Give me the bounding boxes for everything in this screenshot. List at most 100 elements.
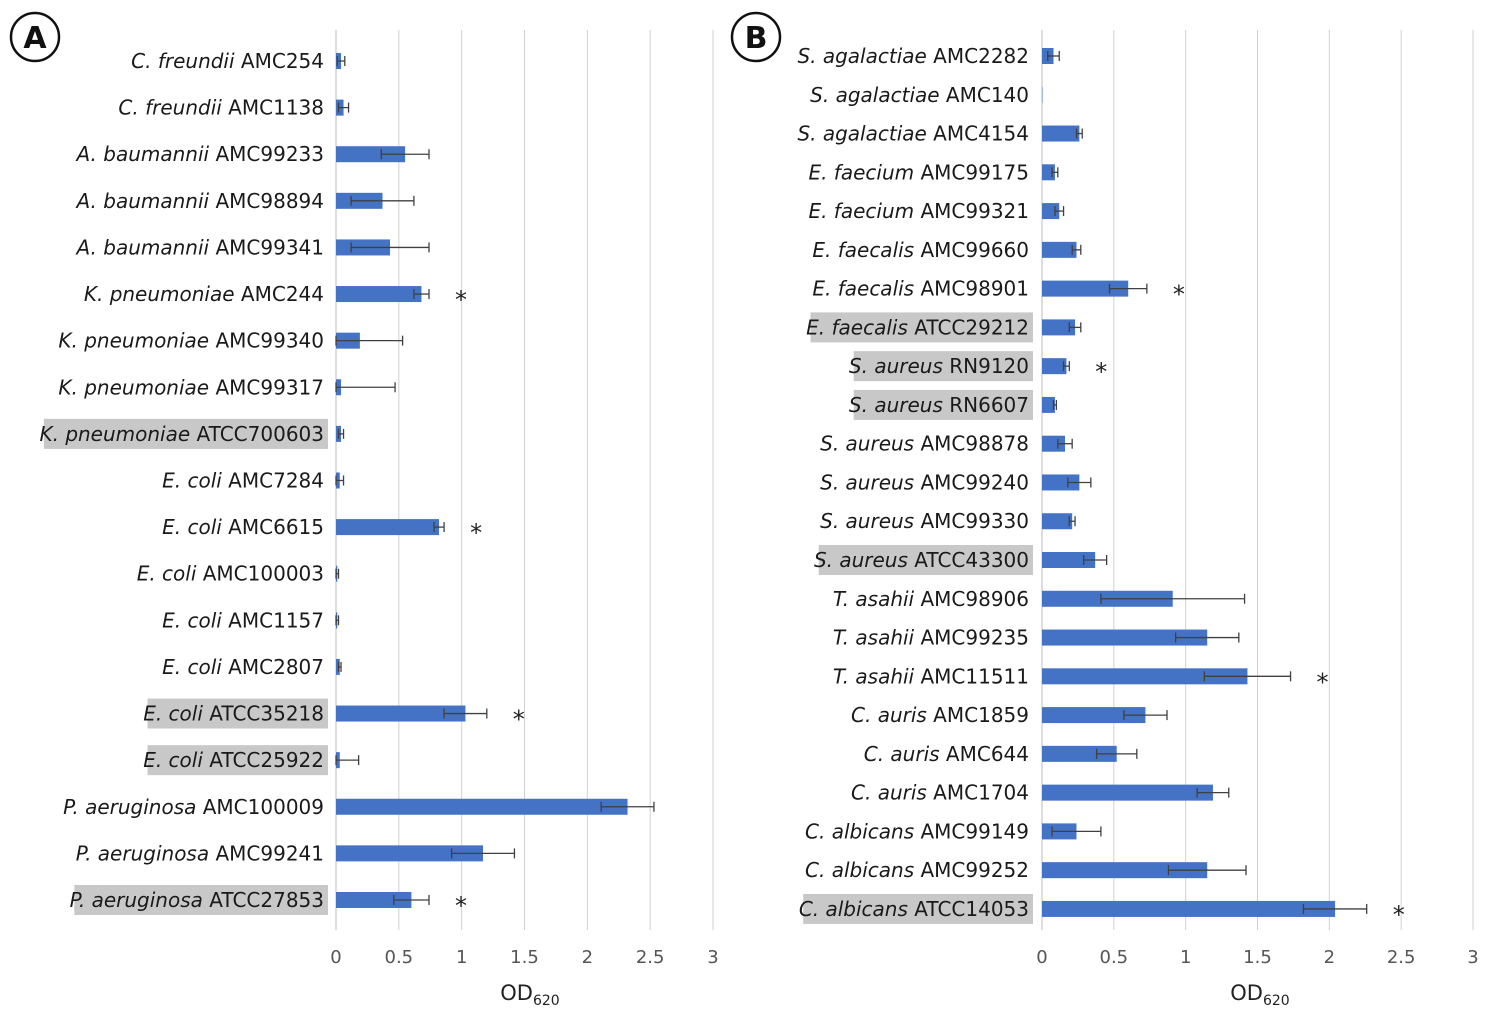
bar [1042, 629, 1208, 646]
bar [1042, 862, 1208, 879]
x-tick-label: 0.5 [1100, 947, 1129, 968]
significance-star: * [470, 519, 482, 547]
strain-label: A. baumannii AMC99233 [75, 142, 325, 166]
bar-row: E. faecium AMC99175 [808, 160, 1059, 184]
strain-label: E. coli AMC7284 [162, 468, 324, 492]
strain-label: C. auris AMC644 [864, 742, 1029, 766]
bar [1042, 474, 1080, 491]
strain-label: C. albicans AMC99149 [805, 819, 1029, 843]
x-tick-label: 3 [707, 947, 718, 968]
significance-star: * [1173, 281, 1185, 309]
panel-letter-circle [9, 11, 61, 63]
bar [1042, 513, 1073, 530]
bar-row: S. agalactiae AMC140 [810, 83, 1043, 107]
bar-row: E. faecalis ATCC29212 [806, 312, 1082, 343]
bar [1042, 707, 1146, 724]
bar-row: A. baumannii AMC99233 [75, 142, 430, 166]
bar-row: C. albicans ATCC14053 * [799, 893, 1405, 929]
bar [1042, 241, 1077, 258]
significance-star: * [513, 706, 525, 734]
strain-label: E. coli ATCC25922 [143, 748, 324, 772]
bar [1042, 668, 1248, 685]
bar [336, 286, 422, 303]
reference-strain-highlight [810, 312, 1033, 343]
strain-label: S. aureus RN9120 [849, 354, 1029, 378]
bar-row: T. asahii AMC11511 * [833, 664, 1329, 696]
reference-strain-highlight [803, 893, 1033, 924]
bar [1042, 358, 1067, 375]
panel-letter: B [745, 21, 768, 56]
bar-row: E. coli ATCC35218 * [143, 698, 525, 734]
strain-label: E. coli AMC1157 [162, 608, 324, 632]
bar-row: A. baumannii AMC98894 [75, 189, 415, 213]
reference-strain-highlight [853, 351, 1033, 382]
x-tick-label: 1.5 [1243, 947, 1272, 968]
strain-label: P. aeruginosa AMC99241 [76, 841, 324, 865]
bar-row: P. aeruginosa ATCC27853 * [70, 884, 467, 920]
strain-label: S. agalactiae AMC140 [810, 83, 1029, 107]
strain-label: E. coli AMC100003 [137, 562, 324, 586]
bar-row: A. baumannii AMC99341 [75, 235, 430, 259]
bar-row: E. coli ATCC25922 [143, 745, 360, 776]
strain-label: A. baumannii AMC98894 [75, 189, 325, 213]
strain-label: E. coli ATCC35218 [143, 702, 324, 726]
panel-letter-circle [730, 11, 782, 63]
significance-star: * [1317, 668, 1329, 696]
strain-label: C. freundii AMC1138 [118, 96, 324, 120]
x-axis-title: OD620 [1230, 981, 1289, 1009]
strain-label: E. faecium AMC99321 [808, 199, 1029, 223]
bar-row: E. coli AMC7284 [162, 468, 345, 492]
bar-row: K. pneumoniae AMC244 * [84, 282, 467, 314]
bar-row: E. coli AMC1157 [162, 608, 340, 632]
reference-strain-highlight [74, 884, 328, 915]
strain-label: K. pneumoniae AMC244 [84, 282, 324, 306]
strain-label: C. freundii AMC254 [131, 49, 324, 73]
strain-label: E. faecium AMC99175 [808, 160, 1029, 184]
bar-row: T. asahii AMC99235 [833, 626, 1240, 650]
strain-label: S. aureus AMC98878 [820, 432, 1029, 456]
x-axis-title: OD620 [500, 981, 559, 1009]
panel-a: A 0 0.5 1 1.5 2 2.5 3 OD620 C. freundii AMC254 C. … [9, 11, 719, 1009]
bar-row: C. auris AMC1859 [851, 703, 1168, 727]
bar [1042, 396, 1055, 413]
strain-label: E. faecalis ATCC29212 [806, 315, 1029, 339]
bar [336, 798, 628, 815]
bar-row: S. aureus AMC99330 [820, 509, 1076, 533]
bar [336, 146, 406, 163]
strain-label: T. asahii AMC98906 [833, 587, 1029, 611]
bar-row: S. agalactiae AMC2282 [797, 44, 1060, 68]
strain-label: C. albicans AMC99252 [805, 858, 1029, 882]
strain-label: E. coli AMC6615 [162, 515, 324, 539]
panel-b: B 0 0.5 1 1.5 2 2.5 3 OD620 S. agalactiae AMC2282… [730, 11, 1479, 1009]
panel-letter: A [23, 21, 47, 56]
strain-label: E. faecalis AMC98901 [812, 277, 1029, 301]
bar-row: E. faecalis AMC99660 [812, 238, 1082, 262]
bar-row: C. albicans AMC99149 [805, 819, 1102, 843]
strain-label: C. auris AMC1704 [851, 781, 1029, 805]
bar-row: S. aureus AMC99240 [820, 470, 1092, 494]
bar-row: E. coli AMC2807 [162, 655, 342, 679]
bar-row: E. faecium AMC99321 [808, 199, 1065, 223]
bar-row: S. aureus AMC98878 [820, 432, 1073, 456]
bar-row: C. auris AMC1704 [851, 781, 1230, 805]
bar-row: C. freundii AMC254 [131, 49, 346, 73]
x-tick-label: 3 [1467, 947, 1478, 968]
strain-label: C. albicans ATCC14053 [799, 897, 1029, 921]
bar-row: K. pneumoniae AMC99340 [58, 329, 404, 353]
bar-row: S. aureus RN6607 [849, 389, 1058, 420]
strain-label: C. auris AMC1859 [851, 703, 1029, 727]
strain-label: P. aeruginosa ATCC27853 [70, 888, 324, 912]
significance-star: * [455, 892, 467, 920]
strain-label: K. pneumoniae AMC99317 [58, 375, 324, 399]
bar [1042, 435, 1065, 452]
x-tick-label: 2.5 [1387, 947, 1416, 968]
x-tick-label: 1 [1180, 947, 1191, 968]
bar [1042, 125, 1080, 142]
strain-label: S. agalactiae AMC2282 [797, 44, 1029, 68]
bar-row: C. albicans AMC99252 [805, 858, 1247, 882]
strain-label: S. aureus ATCC43300 [814, 548, 1029, 572]
bar-row: E. coli AMC6615 * [162, 515, 482, 547]
strain-label: E. faecalis AMC99660 [812, 238, 1029, 262]
bar [336, 891, 412, 908]
strain-label: P. aeruginosa AMC100009 [63, 795, 324, 819]
